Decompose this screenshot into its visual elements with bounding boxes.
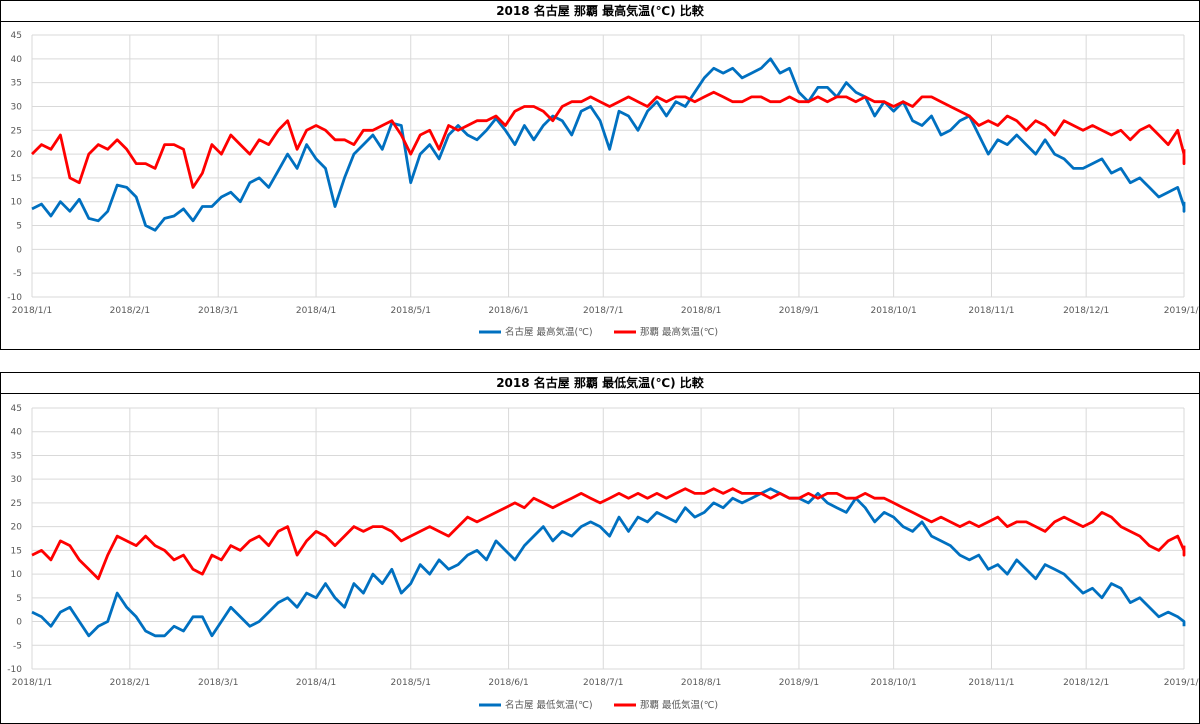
- x-tick-label: 2018/11/1: [968, 678, 1014, 688]
- chart-panel-max: 2018 名古屋 那覇 最高気温(℃) 比較 -10 -5 0 5 10 15 20 25 30…: [0, 0, 1200, 350]
- x-tick-label: 2018/7/1: [583, 306, 623, 316]
- y-tick-label: 35: [11, 451, 22, 461]
- series-line-0: [31, 487, 1186, 638]
- y-tick-label: 15: [11, 174, 22, 184]
- y-tick-label: 15: [11, 546, 22, 556]
- y-tick-label: 0: [16, 245, 22, 255]
- x-tick-label: 2018/10/1: [871, 306, 917, 316]
- y-tick-label: -10: [7, 665, 22, 675]
- chart-panel-min: 2018 名古屋 那覇 最低気温(℃) 比較 -10 -5 0 5 10 15 20 25 30…: [0, 372, 1200, 724]
- y-tick-label: 45: [11, 404, 22, 414]
- chart-svg-max: -10 -5 0 5 10 15 20 25 30 35 40 45 2018/1/1 2018/2/1 2…: [7, 31, 1199, 338]
- y-tick-label: 45: [11, 31, 22, 41]
- y-tick-label: 30: [11, 102, 23, 112]
- series-line-0: [31, 57, 1186, 232]
- chart-svg-min: -10 -5 0 5 10 15 20 25 30 35 40 45 2018/1/1 2018/2/1 2…: [7, 404, 1199, 711]
- x-tick-label: 2018/6/1: [488, 306, 528, 316]
- x-tick-label: 2018/11/1: [968, 306, 1014, 316]
- x-tick-label: 2018/12/1: [1063, 678, 1109, 688]
- x-tick-label: 2018/2/1: [110, 678, 150, 688]
- y-tick-label: 20: [11, 523, 23, 533]
- legend-label-0: 名古屋 最高気温(℃): [505, 326, 593, 338]
- y-tick-label: 5: [16, 222, 22, 232]
- x-tick-label: 2018/4/1: [296, 678, 336, 688]
- x-tick-label: 2018/4/1: [296, 306, 336, 316]
- chart-title-max: 2018 名古屋 那覇 最高気温(℃) 比較: [1, 1, 1199, 22]
- y-tick-label: 40: [11, 55, 23, 65]
- y-tick-label: 25: [11, 126, 22, 136]
- x-tick-label: 2018/3/1: [198, 306, 238, 316]
- x-tick-label: 2018/5/1: [391, 678, 431, 688]
- x-tick-label: 2018/1/1: [12, 306, 52, 316]
- x-tick-label: 2019/1/1: [1164, 306, 1199, 316]
- chart-title-min: 2018 名古屋 那覇 最低気温(℃) 比較: [1, 373, 1199, 394]
- x-tick-label: 2018/7/1: [583, 678, 623, 688]
- legend-label-1: 那覇 最低気温(℃): [640, 699, 718, 711]
- x-tick-label: 2018/3/1: [198, 678, 238, 688]
- y-tick-label: 0: [16, 618, 22, 628]
- x-tick-label: 2018/9/1: [779, 678, 819, 688]
- x-tick-label: 2019/1/1: [1164, 678, 1199, 688]
- legend-label-0: 名古屋 最低気温(℃): [505, 699, 593, 711]
- y-tick-label: -5: [13, 269, 22, 279]
- x-tick-label: 2018/5/1: [391, 306, 431, 316]
- x-tick-label: 2018/10/1: [871, 678, 917, 688]
- series-line-1: [31, 487, 1186, 581]
- y-tick-label: 20: [11, 150, 23, 160]
- y-tick-label: -10: [7, 293, 22, 303]
- legend-label-1: 那覇 最高気温(℃): [640, 326, 718, 338]
- series-line-1: [31, 90, 1186, 189]
- x-tick-label: 2018/8/1: [681, 306, 721, 316]
- y-tick-label: -5: [13, 641, 22, 651]
- y-tick-label: 35: [11, 79, 22, 89]
- y-tick-label: 5: [16, 594, 22, 604]
- y-tick-label: 30: [11, 475, 23, 485]
- x-tick-label: 2018/1/1: [12, 678, 52, 688]
- x-tick-label: 2018/6/1: [488, 678, 528, 688]
- x-tick-label: 2018/9/1: [779, 306, 819, 316]
- y-tick-label: 10: [11, 570, 23, 580]
- y-tick-label: 40: [11, 428, 23, 438]
- y-tick-label: 25: [11, 499, 22, 509]
- x-tick-label: 2018/2/1: [110, 306, 150, 316]
- x-tick-label: 2018/8/1: [681, 678, 721, 688]
- x-tick-label: 2018/12/1: [1063, 306, 1109, 316]
- y-tick-label: 10: [11, 198, 23, 208]
